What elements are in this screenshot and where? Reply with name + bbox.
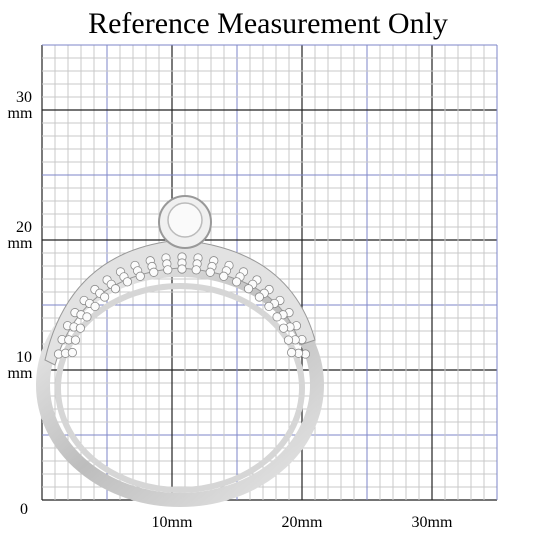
stone <box>264 301 274 312</box>
stone <box>135 271 145 281</box>
stone <box>254 292 264 302</box>
y-label-number: 10 <box>16 349 32 366</box>
stone <box>191 265 201 275</box>
y-label-unit: mm <box>8 105 33 122</box>
stone <box>100 292 110 302</box>
stone <box>70 335 81 345</box>
stone <box>283 335 294 345</box>
stones <box>53 252 311 359</box>
x-label: 10mm <box>152 514 193 531</box>
stone <box>243 284 254 294</box>
x-label: 20mm <box>282 514 323 531</box>
ring-band-inner <box>55 283 305 493</box>
stone <box>287 347 297 358</box>
ring-photo <box>36 195 324 507</box>
stone <box>90 301 100 312</box>
grid <box>41 44 498 501</box>
stone <box>272 312 282 322</box>
y-label-number: 20 <box>16 219 32 236</box>
stone <box>122 277 133 287</box>
stone <box>110 284 121 294</box>
stone <box>75 323 85 333</box>
stone <box>205 267 215 277</box>
stone <box>279 323 289 333</box>
y-label-number: 30 <box>16 89 32 106</box>
stone <box>82 312 92 322</box>
title: Reference Measurement Only <box>88 7 448 40</box>
y-label-unit: mm <box>8 365 33 382</box>
stone <box>231 277 242 287</box>
stone <box>177 264 187 274</box>
stone <box>219 271 229 281</box>
center-stone <box>167 202 203 238</box>
stone <box>67 347 77 358</box>
x-label: 30mm <box>412 514 453 531</box>
y-label-unit: mm <box>8 235 33 252</box>
stone <box>163 265 173 275</box>
origin-label: 0 <box>20 501 28 518</box>
stone <box>149 267 159 277</box>
